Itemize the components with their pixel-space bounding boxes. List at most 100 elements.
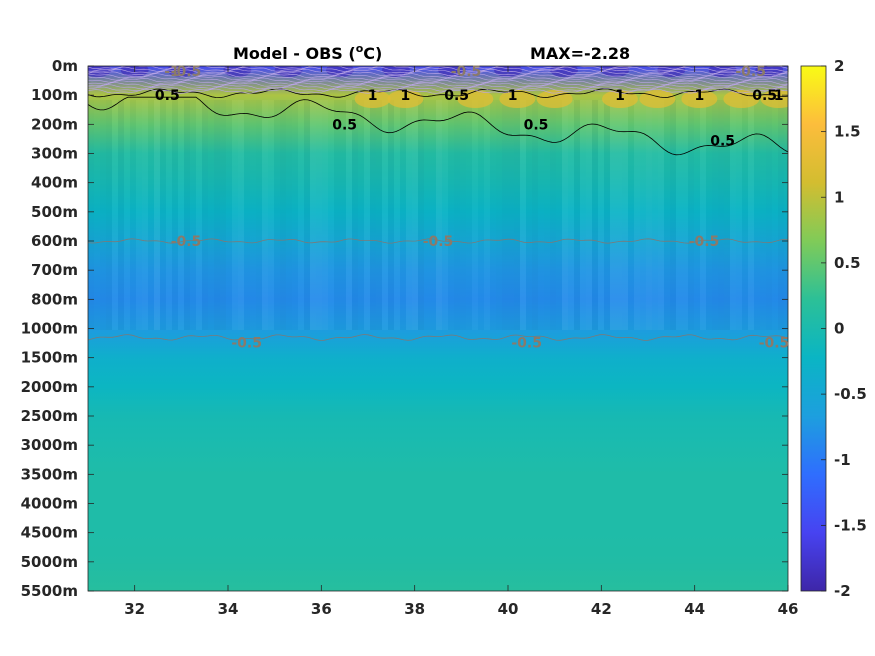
texture-strip	[112, 100, 118, 330]
colorbar-axis: 2 1.5 1 0.5 0 -0.5 -1 -1.5 -2	[821, 57, 867, 600]
texture-strip	[508, 100, 514, 330]
contour-line-surface	[88, 77, 788, 83]
surface-cold-patch	[88, 66, 112, 77]
contour-label: -0.5	[511, 336, 542, 352]
x-tick-label: 32	[124, 600, 145, 618]
texture-strip	[340, 100, 346, 330]
texture-strip	[130, 100, 136, 330]
x-tick-label: 36	[311, 600, 332, 618]
texture-strip	[418, 100, 424, 330]
texture-strip	[580, 100, 586, 330]
contour-label: -0.5	[423, 234, 454, 250]
texture-strip	[136, 100, 142, 330]
texture-strip	[400, 100, 406, 330]
colorbar-tick-label: -2	[834, 582, 851, 600]
contour-label: 0.5	[155, 88, 180, 104]
texture-strip	[94, 100, 100, 330]
colorbar-tick-label: 1.5	[834, 123, 861, 141]
texture-strip	[550, 100, 556, 330]
contour-label: -0.5	[171, 64, 202, 80]
contour-line-surface	[88, 73, 788, 79]
contour-label: 1	[508, 88, 518, 104]
contour-label: 0.5	[524, 117, 549, 133]
contour-label: 1	[400, 88, 410, 104]
texture-strip	[664, 100, 670, 330]
y-tick-label: 4000m	[21, 495, 78, 513]
texture-strip	[214, 100, 220, 330]
texture-strip	[322, 100, 328, 330]
y-axis: 0m 100m 200m 300m 400m 500m 600m 700m 800m 1000m 1…	[21, 57, 788, 600]
texture-strip	[262, 100, 268, 330]
texture-strip	[298, 100, 304, 330]
contour-label: 0.5	[444, 88, 469, 104]
chart-subtitle: MAX=-2.28	[530, 44, 630, 63]
contour-label: 0.5	[332, 117, 357, 133]
texture-strip	[190, 100, 196, 330]
subsurface-warm-patch	[536, 90, 573, 108]
texture-strip	[334, 100, 340, 330]
y-tick-label: 4500m	[21, 524, 78, 542]
contour-label: 1	[368, 88, 378, 104]
contour-line-0p5-upper	[88, 88, 788, 99]
contour-labels: 0.50.50.50.50.50.51 1 1 1 1 1-1-0.5 -0.5 -0.5-0…	[155, 64, 789, 352]
texture-strip	[748, 100, 754, 330]
texture-strip	[772, 100, 778, 330]
y-tick-label: 2500m	[21, 407, 78, 425]
texture-strip	[238, 100, 244, 330]
y-tick-label: 3500m	[21, 465, 78, 483]
texture-strip	[184, 100, 190, 330]
contour-label: -0.5	[451, 64, 482, 80]
field-texture	[88, 66, 788, 330]
svg-text:Model - OBS (oC): Model - OBS (oC)	[233, 42, 382, 63]
texture-strip	[406, 100, 412, 330]
y-tick-label: 5500m	[21, 582, 78, 600]
texture-strip	[544, 100, 550, 330]
texture-strip	[100, 100, 106, 330]
texture-strip	[736, 100, 742, 330]
colorbar-tick-label: -0.5	[834, 385, 867, 403]
texture-strip	[268, 100, 274, 330]
texture-strip	[448, 100, 454, 330]
texture-strip	[538, 100, 544, 330]
texture-strip	[766, 100, 772, 330]
texture-strip	[292, 100, 298, 330]
texture-strip	[394, 100, 400, 330]
texture-strip	[562, 100, 568, 330]
contour-line-surface	[88, 82, 788, 88]
texture-strip	[202, 100, 208, 330]
texture-strip	[700, 100, 706, 330]
contour-line-m0p5-lower	[88, 334, 788, 341]
y-tick-label: 300m	[31, 145, 78, 163]
subsurface-warm-patch	[602, 90, 638, 108]
texture-strip	[526, 100, 532, 330]
y-tick-label: 100m	[31, 86, 78, 104]
contour-label: -0.5	[689, 234, 720, 250]
contour-line-surface	[88, 71, 788, 77]
texture-strip	[604, 100, 610, 330]
contour-label: 0.5	[710, 134, 735, 150]
texture-strip	[178, 100, 184, 330]
texture-strip	[304, 100, 310, 330]
texture-strip	[412, 100, 418, 330]
texture-strip	[478, 100, 484, 330]
texture-strip	[166, 100, 172, 330]
title-prefix: Model - OBS (	[233, 44, 356, 63]
texture-strip	[610, 100, 616, 330]
y-tick-label: 5000m	[21, 553, 78, 571]
texture-strip	[220, 100, 226, 330]
y-tick-label: 1000m	[21, 320, 78, 338]
texture-strip	[496, 100, 502, 330]
texture-strip	[682, 100, 688, 330]
contour-line-surface	[88, 66, 788, 70]
chart-title: Model - OBS (oC) MAX=-2.28	[233, 42, 630, 63]
texture-strip	[592, 100, 598, 330]
texture-strip	[274, 100, 280, 330]
surface-cold-patch	[223, 66, 252, 77]
texture-strip	[688, 100, 694, 330]
texture-strip	[154, 100, 160, 330]
y-tick-label: 0m	[52, 57, 78, 75]
colorbar-tick-label: -1	[834, 451, 851, 469]
y-tick-label: 600m	[31, 232, 78, 250]
contour-label: 0.5	[752, 88, 777, 104]
texture-strip	[256, 100, 262, 330]
